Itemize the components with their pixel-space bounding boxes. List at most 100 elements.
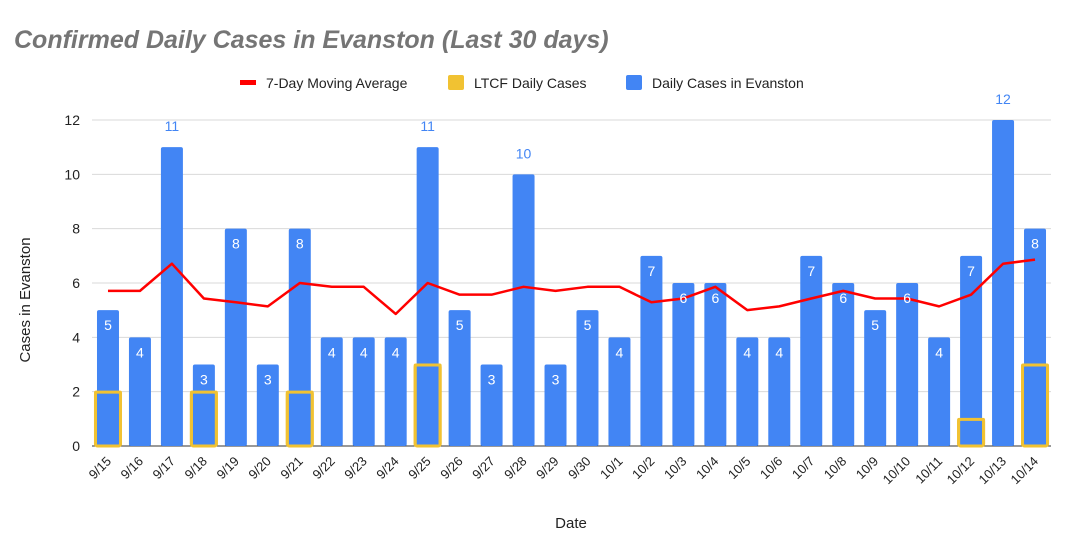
- ltcf-bar-outline: [285, 390, 314, 448]
- legend: 7-Day Moving Average LTCF Daily Cases Dail…: [240, 75, 804, 91]
- data-label: 7: [648, 263, 656, 279]
- daily-bar: [480, 364, 503, 446]
- y-tick-label: 2: [72, 384, 80, 400]
- y-tick-label: 12: [64, 112, 80, 128]
- y-tick-label: 6: [72, 275, 80, 291]
- x-tick-label: 10/7: [789, 454, 818, 483]
- ltcf-bar-outline: [189, 390, 218, 448]
- data-label: 4: [775, 344, 783, 360]
- x-tick-label: 9/27: [469, 454, 498, 483]
- x-tick-label: 10/9: [853, 454, 882, 483]
- data-label: 7: [967, 263, 975, 279]
- x-tick-label: 10/3: [661, 454, 690, 483]
- daily-bar: [512, 174, 535, 447]
- daily-bar: [128, 337, 151, 446]
- data-label: 4: [136, 344, 144, 360]
- data-labels: 5 4 11 3 8 3 8 4 4 4 11 5 3 10 3 5 4 7 6 6 4 4 7 6 5 6 4 7 12 8: [104, 91, 1039, 388]
- ltcf-bar-outline: [1021, 363, 1050, 448]
- daily-bar: [960, 255, 983, 446]
- daily-bar: [768, 337, 791, 446]
- x-tick-label: 9/26: [437, 454, 466, 483]
- daily-bar: [992, 120, 1015, 446]
- x-tick-label: 10/12: [944, 454, 978, 488]
- moving-average-line: [107, 258, 1036, 316]
- x-tick-label: 10/13: [976, 454, 1010, 488]
- x-tick-label: 9/24: [373, 454, 402, 483]
- x-tick-label: 9/17: [150, 454, 179, 483]
- legend-label: LTCF Daily Cases: [474, 75, 587, 91]
- daily-bar: [736, 337, 759, 446]
- data-label: 3: [488, 372, 496, 388]
- x-axis-ticks: 9/15 9/16 9/17 9/18 9/19 9/20 9/21 9/22 9/23 9/24…: [86, 454, 1042, 488]
- x-tick-label: 9/19: [213, 454, 242, 483]
- daily-bar: [224, 228, 247, 446]
- x-tick-label: 10/4: [693, 454, 722, 483]
- daily-bar: [160, 147, 183, 446]
- moving-average-polyline: [107, 258, 1036, 316]
- data-label: 5: [104, 317, 112, 333]
- daily-bar: [1024, 228, 1047, 446]
- data-label: 3: [552, 372, 560, 388]
- x-tick-label: 9/28: [501, 454, 530, 483]
- x-tick-label: 9/15: [86, 454, 115, 483]
- x-tick-label: 9/20: [245, 454, 274, 483]
- data-label: 4: [328, 344, 336, 360]
- x-tick-label: 10/10: [880, 454, 914, 488]
- data-label: 8: [296, 236, 304, 252]
- daily-bar: [704, 283, 727, 446]
- daily-bar: [928, 337, 951, 446]
- data-label: 7: [807, 263, 815, 279]
- x-tick-label: 9/29: [533, 454, 562, 483]
- x-tick-label: 9/18: [181, 454, 210, 483]
- daily-bar: [608, 337, 631, 446]
- ltcf-bar-outline: [957, 417, 986, 448]
- data-label: 6: [711, 290, 719, 306]
- y-axis-ticks: 0 2 4 6 8 10 12: [64, 112, 80, 454]
- x-tick-label: 9/22: [309, 454, 338, 483]
- x-tick-label: 10/5: [725, 454, 754, 483]
- data-label: 8: [1031, 236, 1039, 252]
- daily-bar: [256, 364, 279, 446]
- y-tick-label: 10: [64, 166, 80, 182]
- data-label: 4: [743, 344, 751, 360]
- daily-bar: [416, 147, 439, 446]
- x-tick-label: 10/11: [912, 454, 945, 487]
- data-label: 5: [584, 317, 592, 333]
- legend-label: Daily Cases in Evanston: [652, 75, 804, 91]
- daily-bar: [320, 337, 343, 446]
- daily-bar: [640, 255, 663, 446]
- data-label: 3: [200, 372, 208, 388]
- data-label: 4: [360, 344, 368, 360]
- ltcf-bar-outline: [413, 363, 442, 448]
- x-tick-label: 10/1: [597, 454, 626, 483]
- data-label: 11: [420, 118, 435, 134]
- legend-label: 7-Day Moving Average: [266, 75, 408, 91]
- y-axis-title: Cases in Evanston: [17, 237, 34, 362]
- x-tick-label: 9/25: [405, 454, 434, 483]
- daily-bar: [96, 310, 119, 446]
- data-label: 8: [232, 236, 240, 252]
- x-tick-label: 10/8: [821, 454, 850, 483]
- y-tick-label: 8: [72, 221, 80, 237]
- legend-swatch-icon: [448, 75, 464, 90]
- x-tick-label: 10/6: [757, 454, 786, 483]
- legend-swatch-icon: [626, 75, 642, 90]
- x-tick-label: 10/2: [629, 454, 658, 483]
- chart-title: Confirmed Daily Cases in Evanston (Last …: [14, 26, 609, 54]
- data-label: 6: [679, 290, 687, 306]
- x-tick-label: 9/30: [565, 454, 594, 483]
- data-label: 4: [616, 344, 624, 360]
- daily-bar: [832, 283, 855, 446]
- data-label: 5: [456, 317, 464, 333]
- legend-line-icon: [240, 80, 256, 85]
- data-label: 5: [871, 317, 879, 333]
- daily-bar: [672, 283, 695, 446]
- data-label: 12: [995, 91, 1011, 107]
- daily-bar: [448, 310, 471, 446]
- daily-bar: [800, 255, 823, 446]
- data-label: 11: [165, 118, 180, 134]
- y-tick-label: 0: [72, 438, 80, 454]
- daily-bar: [576, 310, 599, 446]
- data-label: 4: [935, 344, 943, 360]
